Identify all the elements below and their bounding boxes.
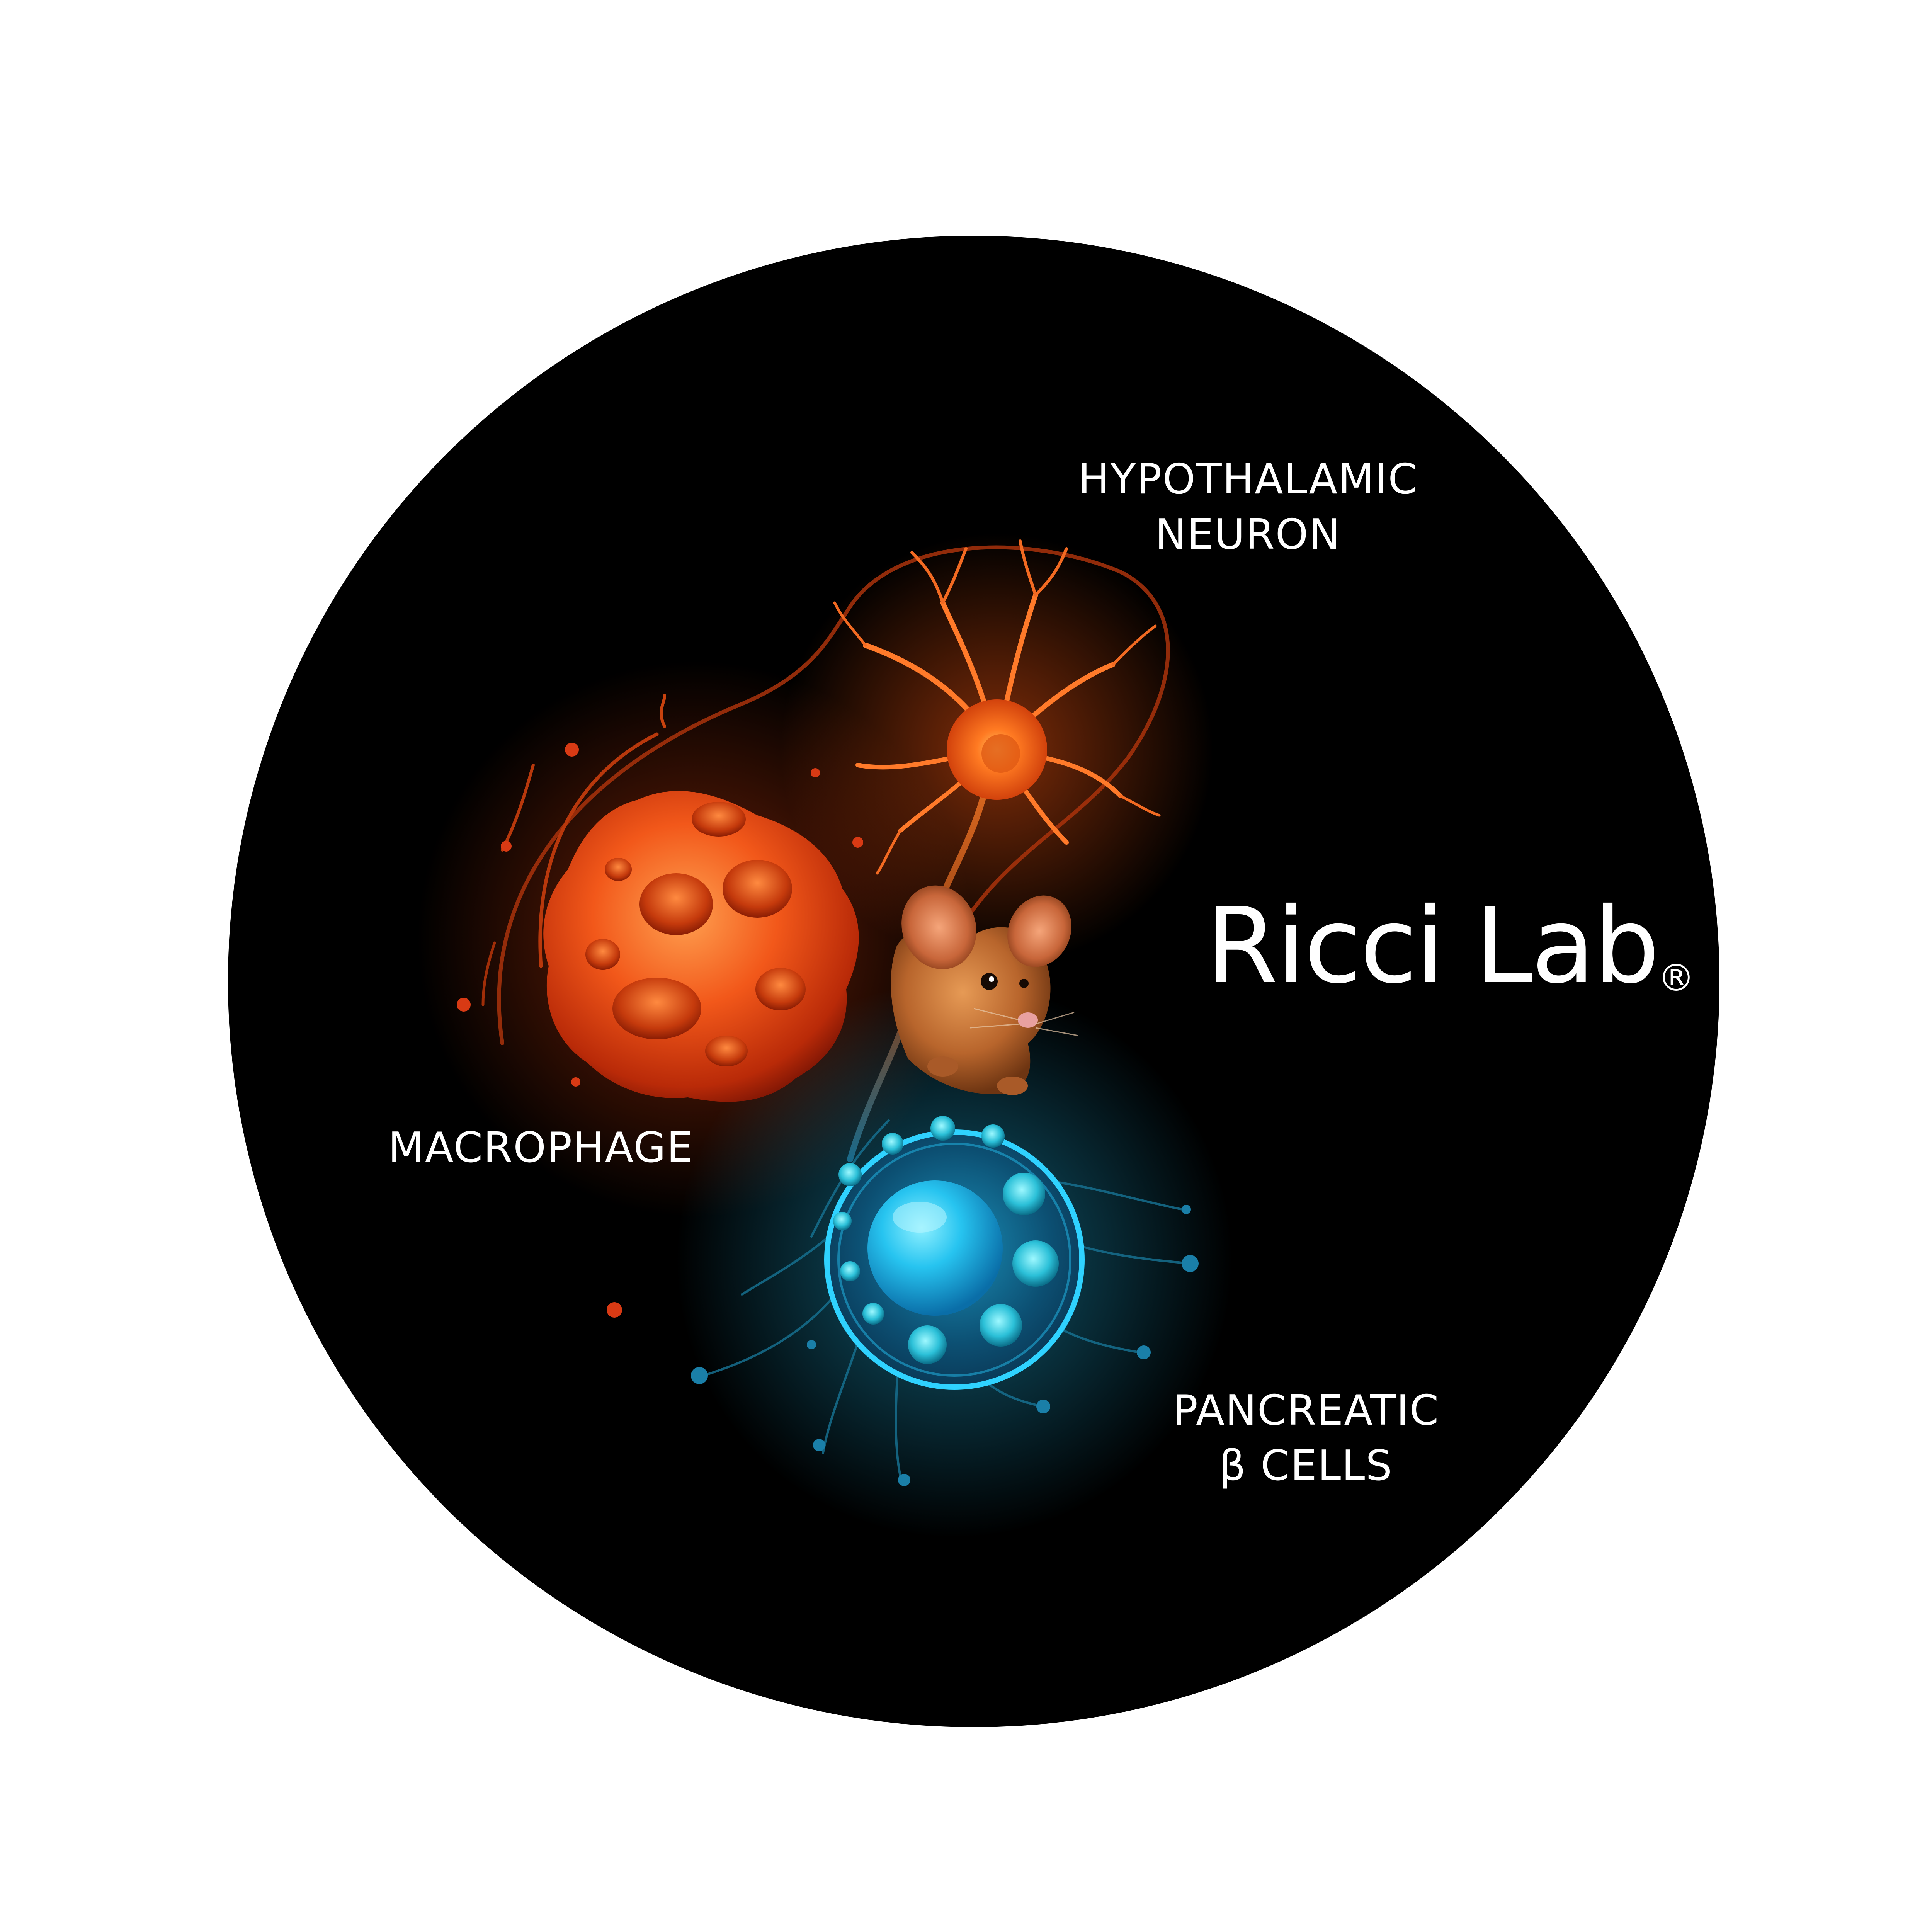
- neuron-label-line-1: HYPOTHALAMIC: [1078, 455, 1418, 503]
- blue-dots: [691, 1205, 1199, 1486]
- macrophage-label: MACROPHAGE: [348, 1121, 734, 1176]
- neuron-label-line-2: NEURON: [1155, 510, 1341, 559]
- registered-mark-icon: ®: [1658, 956, 1695, 1000]
- mouse-illustration: [891, 885, 1078, 1095]
- macrophage-illustration: [543, 791, 859, 1102]
- beta-label-line-1: PANCREATIC: [1172, 1386, 1440, 1435]
- beta-cell-illustration: [824, 1116, 1085, 1390]
- macrophage-label-line-1: MACROPHAGE: [388, 1124, 694, 1172]
- red-dots: [457, 743, 863, 1318]
- beta-label-line-2: β CELLS: [1219, 1441, 1393, 1490]
- lab-name: Ricci Lab: [1206, 885, 1660, 1007]
- hypothalamic-neuron-label: HYPOTHALAMIC NEURON: [1016, 452, 1480, 562]
- pancreatic-beta-cells-label: PANCREATIC β CELLS: [1074, 1383, 1538, 1493]
